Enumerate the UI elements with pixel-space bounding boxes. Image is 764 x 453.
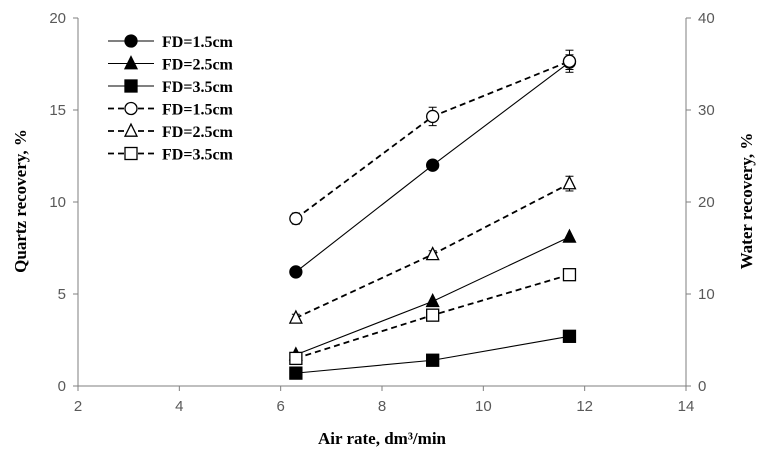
data-point [562, 268, 577, 282]
legend-item-4: FD=2.5cm [108, 122, 234, 141]
data-point [562, 329, 577, 343]
y-right-tick-label: 0 [698, 378, 706, 395]
y-left-tick-label: 10 [49, 194, 66, 211]
data-point [289, 366, 303, 380]
x-axis-title: Air rate, dm³/min [318, 429, 447, 448]
legend-label: FD=3.5cm [162, 79, 234, 96]
legend-item-0: FD=1.5cm [108, 34, 234, 51]
x-tick-label: 10 [475, 398, 492, 415]
data-point [426, 308, 440, 322]
y-left-tick-label: 20 [49, 10, 66, 27]
legend-marker [123, 55, 139, 70]
legend-marker [124, 146, 138, 161]
y-left-tick-label: 0 [58, 378, 66, 395]
legend-marker [124, 79, 138, 93]
series-line [295, 60, 570, 220]
y-right-tick-label: 40 [698, 10, 715, 27]
data-point [562, 54, 577, 68]
series-4 [288, 175, 577, 324]
series-layer [288, 49, 577, 380]
data-point [562, 228, 577, 243]
legend-label: FD=1.5cm [162, 102, 234, 119]
data-point [289, 211, 303, 226]
x-tick-label: 14 [678, 398, 695, 415]
series-2 [289, 329, 577, 380]
data-point [562, 175, 577, 190]
legend-label: FD=2.5cm [162, 124, 234, 141]
x-tick-label: 4 [175, 398, 183, 415]
y-left-tick-label: 15 [49, 102, 66, 119]
x-tick-label: 2 [74, 398, 82, 415]
legend-item-2: FD=3.5cm [108, 79, 234, 96]
data-point [289, 265, 303, 279]
data-point [426, 353, 440, 367]
x-tick-label: 12 [576, 398, 593, 415]
y-right-tick-label: 30 [698, 102, 715, 119]
legend-item-5: FD=3.5cm [108, 147, 234, 164]
legend-label: FD=3.5cm [162, 147, 234, 164]
x-tick-label: 6 [276, 398, 284, 415]
legend-marker [124, 34, 138, 48]
series-0 [289, 54, 577, 279]
data-point [425, 246, 440, 261]
data-point [426, 109, 440, 124]
legend: FD=1.5cm FD=2.5cm FD=3.5cm FD=1.5cm FD=2.5cm… [108, 34, 234, 164]
data-point [288, 309, 303, 324]
series-3 [289, 49, 577, 226]
y-left-tick-label: 5 [58, 286, 66, 303]
data-point [426, 158, 440, 172]
legend-label: FD=1.5cm [162, 34, 234, 51]
y-right-tick-label: 20 [698, 194, 715, 211]
data-point [425, 292, 440, 308]
legend-marker [124, 101, 138, 116]
legend-item-3: FD=1.5cm [108, 102, 234, 119]
data-point [289, 351, 303, 366]
y-axis-left-title: Quartz recovery, % [11, 129, 30, 273]
legend-label: FD=2.5cm [162, 57, 234, 74]
legend-marker [123, 122, 139, 137]
series-5 [289, 268, 577, 366]
x-tick-label: 8 [378, 398, 386, 415]
legend-item-1: FD=2.5cm [108, 55, 234, 74]
y-axis-right-title: Water recovery, % [737, 133, 756, 270]
y-right-tick-label: 10 [698, 286, 715, 303]
